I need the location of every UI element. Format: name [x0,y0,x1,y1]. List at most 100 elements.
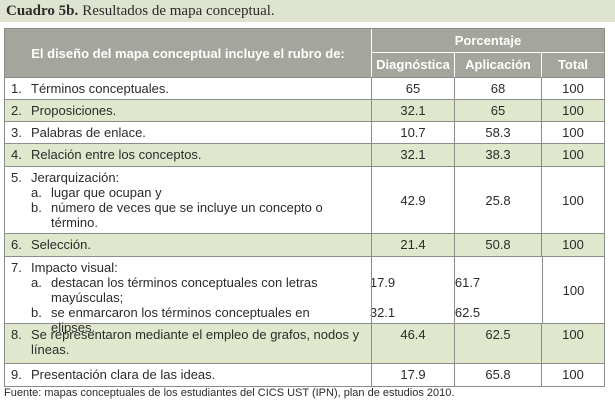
row-text: Selección. [31,237,91,252]
row-number: 5. [11,170,22,185]
diag-value: 21.4 [372,234,455,256]
total-value: 100 [562,147,584,162]
total-value: 100 [562,327,584,342]
total-value: 100 [562,81,584,96]
row-heading: 6. Selección. [11,237,365,252]
total-value: 100 [562,367,584,382]
row-heading: 5. Jerarquización: [11,170,365,185]
header-percent: Porcentaje [372,29,604,53]
title-text: Resultados de mapa conceptual. [82,3,275,19]
row-label-cell: 2. Proposiciones. [5,100,372,121]
diag-value: 32.1 [372,100,455,121]
total-value: 100 [562,192,584,208]
apl-value: 61.7 [454,275,481,290]
row-heading: 9. Presentación clara de las ideas. [11,367,365,382]
sub-item-text: se enmarcaron los términos conceptuales … [51,305,310,335]
row-label-cell: 9. Presentación clara de las ideas. [5,364,372,386]
apl-value: 62.5 [455,324,542,363]
row-label-cell: 3. Palabras de enlace. [5,122,372,143]
row-label-cell: 1. Términos conceptuales. [5,78,372,99]
diag-value: 17.9 [369,275,396,290]
table-row: 8. Se representaron mediante el empleo de… [5,323,604,363]
row-heading: 3. Palabras de enlace. [11,125,365,140]
sub-item: b. se enmarcaron los términos conceptuale… [11,305,542,335]
header-group: Porcentaje Diagnóstica Aplicación Total [372,29,604,77]
row-label-cell: 7. Impacto visual: a. destacan los términos… [5,257,542,335]
apl-value: 68 [455,78,542,99]
table-row: 9. Presentación clara de las ideas. 17.9 65… [5,363,604,386]
total-value: 100 [562,103,584,118]
diag-value: 32.1 [372,144,455,166]
row-number: 8. [11,327,22,342]
row-text: Jerarquización: [31,170,120,185]
row-text: Proposiciones. [31,103,117,118]
footnote: Fuente: mapas conceptuales de los estudi… [4,387,455,399]
header-columns: Diagnóstica Aplicación Total [372,53,604,77]
sub-item: a. lugar que ocupan y [11,185,365,200]
total-value: 100 [542,257,604,323]
column-divider [371,257,372,323]
table-body: 1. Términos conceptuales. 65 68 100 2. Proposi… [5,77,604,386]
diag-value: 65 [372,78,455,99]
row-label-cell: 8. Se representaron mediante el empleo de… [5,324,372,363]
row-text: Términos conceptuales. [31,81,170,96]
row-heading: 4. Relación entre los conceptos. [11,147,365,162]
table: El diseño del mapa conceptual incluye el… [4,28,605,387]
header-rubro: El diseño del mapa conceptual incluye el… [5,29,372,77]
apl-value: 65 [455,100,542,121]
table-row: 1. Términos conceptuales. 65 68 100 [5,77,604,99]
title-label: Cuadro 5b. [6,3,79,19]
sub-item: b. número de veces que se incluye un conc… [11,200,365,230]
row-heading: 7. Impacto visual: [11,260,542,275]
diag-value: 10.7 [372,122,455,143]
sub-item-letter: b. [31,200,42,215]
row-number: 3. [11,125,22,140]
row-number: 2. [11,103,22,118]
table-row: 4. Relación entre los conceptos. 32.1 38.3 1… [5,143,604,166]
row-text: Relación entre los conceptos. [31,147,202,162]
row-heading: 1. Términos conceptuales. [11,81,365,96]
diag-value: 32.1 [369,305,396,320]
total-value: 100 [562,237,584,252]
row-number: 6. [11,237,22,252]
apl-value: 62.5 [454,305,481,320]
sub-item-letter: a. [31,275,42,290]
table-row: 6. Selección. 21.4 50.8 100 [5,233,604,256]
sub-item-values: 32.1 62.5 [341,305,511,335]
row-label-cell: 4. Relación entre los conceptos. [5,144,372,166]
title-bar: Cuadro 5b. Resultados de mapa conceptual. [0,0,615,22]
row-number: 1. [11,81,22,96]
table-row: 7. Impacto visual: a. destacan los términos… [5,256,604,335]
apl-value: 50.8 [455,234,542,256]
sub-item: a. destacan los términos conceptuales con… [11,275,542,305]
row-label-cell: 5. Jerarquización: a. lugar que ocupan y b. n… [5,167,372,233]
sub-item-text: destacan los términos conceptuales con l… [51,275,318,305]
row-number: 7. [11,260,22,275]
sub-item-text: número de veces que se incluye un concep… [51,200,323,230]
table-header: El diseño del mapa conceptual incluye el… [5,29,604,77]
total-value: 100 [562,125,584,140]
header-col: Total [557,57,589,72]
row-text: Se representaron mediante el empleo de g… [31,327,360,357]
column-divider [454,257,455,323]
sub-item-letter: a. [31,185,42,200]
apl-value: 25.8 [455,167,542,233]
table-row: 5. Jerarquización: a. lugar que ocupan y b. n… [5,166,604,233]
sub-item-letter: b. [31,305,42,320]
diag-value: 46.4 [372,324,455,363]
diag-value: 17.9 [372,364,455,386]
row-label-cell: 6. Selección. [5,234,372,256]
header-col: Aplicación [455,53,542,77]
row-number: 9. [11,367,22,382]
sub-item-text: lugar que ocupan y [51,185,162,200]
row-text: Palabras de enlace. [31,125,146,140]
sub-item-values: 17.9 61.7 [341,275,511,305]
row-heading: 8. Se representaron mediante el empleo de… [11,327,365,357]
diag-value: 42.9 [372,167,455,233]
table-row: 2. Proposiciones. 32.1 65 100 [5,99,604,121]
table-row: 3. Palabras de enlace. 10.7 58.3 100 [5,121,604,143]
row-number: 4. [11,147,22,162]
header-col: Diagnóstica [372,53,455,77]
row-heading: 2. Proposiciones. [11,103,365,118]
